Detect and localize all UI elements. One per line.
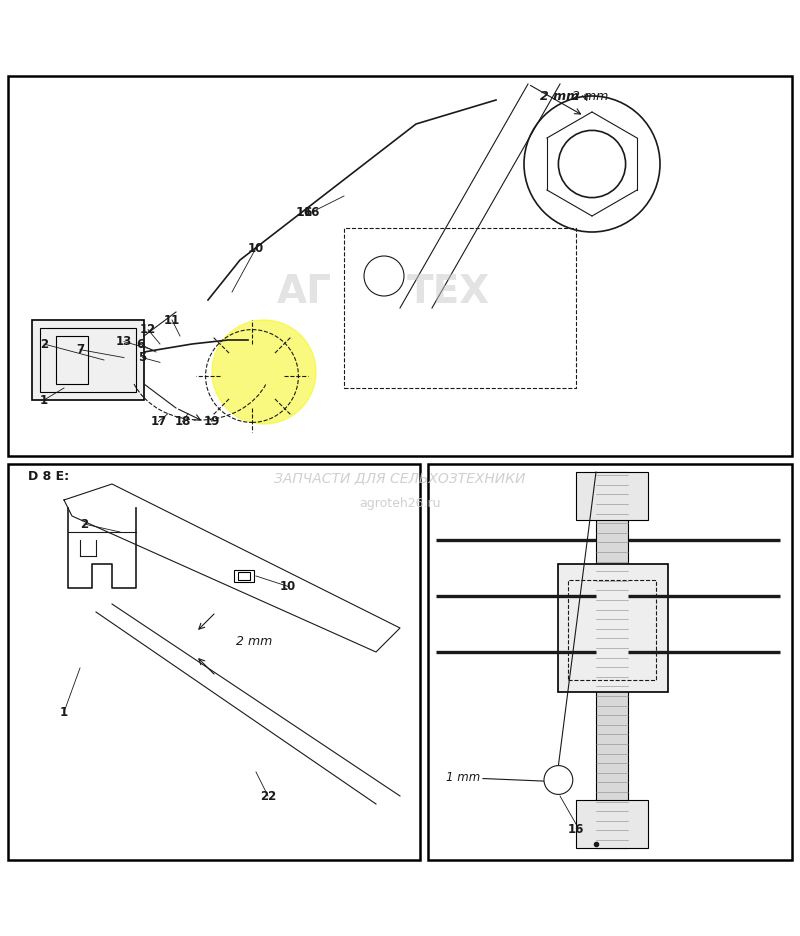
Text: D 8 E:: D 8 E: — [28, 470, 69, 482]
Text: ТЕХ: ТЕХ — [406, 273, 490, 311]
FancyBboxPatch shape — [576, 800, 648, 848]
FancyBboxPatch shape — [558, 564, 668, 692]
FancyBboxPatch shape — [576, 472, 648, 520]
Text: 2 mm: 2 mm — [541, 90, 579, 103]
Text: 12: 12 — [140, 323, 156, 336]
Text: agroteh26.ru: agroteh26.ru — [359, 498, 441, 510]
Text: 10: 10 — [280, 580, 296, 592]
Text: 1: 1 — [60, 706, 68, 719]
Text: 1: 1 — [40, 393, 48, 406]
Text: 10: 10 — [248, 241, 264, 255]
Text: 2 mm: 2 mm — [236, 636, 272, 648]
Text: 5: 5 — [138, 351, 146, 364]
Text: 11: 11 — [164, 314, 180, 327]
FancyBboxPatch shape — [596, 472, 628, 848]
Text: 13: 13 — [116, 335, 132, 348]
Text: 18: 18 — [174, 415, 190, 428]
Text: 2: 2 — [40, 338, 48, 350]
Text: 16: 16 — [295, 206, 313, 218]
Text: АГ: АГ — [277, 273, 331, 311]
Text: 7: 7 — [76, 344, 84, 356]
Text: 16: 16 — [568, 823, 584, 836]
Text: 2: 2 — [80, 518, 88, 531]
FancyBboxPatch shape — [32, 320, 144, 400]
Circle shape — [544, 766, 573, 795]
Text: 1 mm: 1 mm — [446, 771, 481, 784]
Text: 2 mm: 2 mm — [572, 90, 608, 103]
Text: 22: 22 — [260, 789, 276, 802]
Text: 17: 17 — [150, 415, 166, 428]
Text: ЗАПЧАСТИ ДЛЯ СЕЛЬХОЗТЕХНИКИ: ЗАПЧАСТИ ДЛЯ СЕЛЬХОЗТЕХНИКИ — [274, 471, 526, 485]
Circle shape — [212, 320, 316, 424]
Text: 16: 16 — [304, 206, 320, 218]
Text: 19: 19 — [204, 415, 220, 428]
Text: 6: 6 — [136, 338, 144, 350]
